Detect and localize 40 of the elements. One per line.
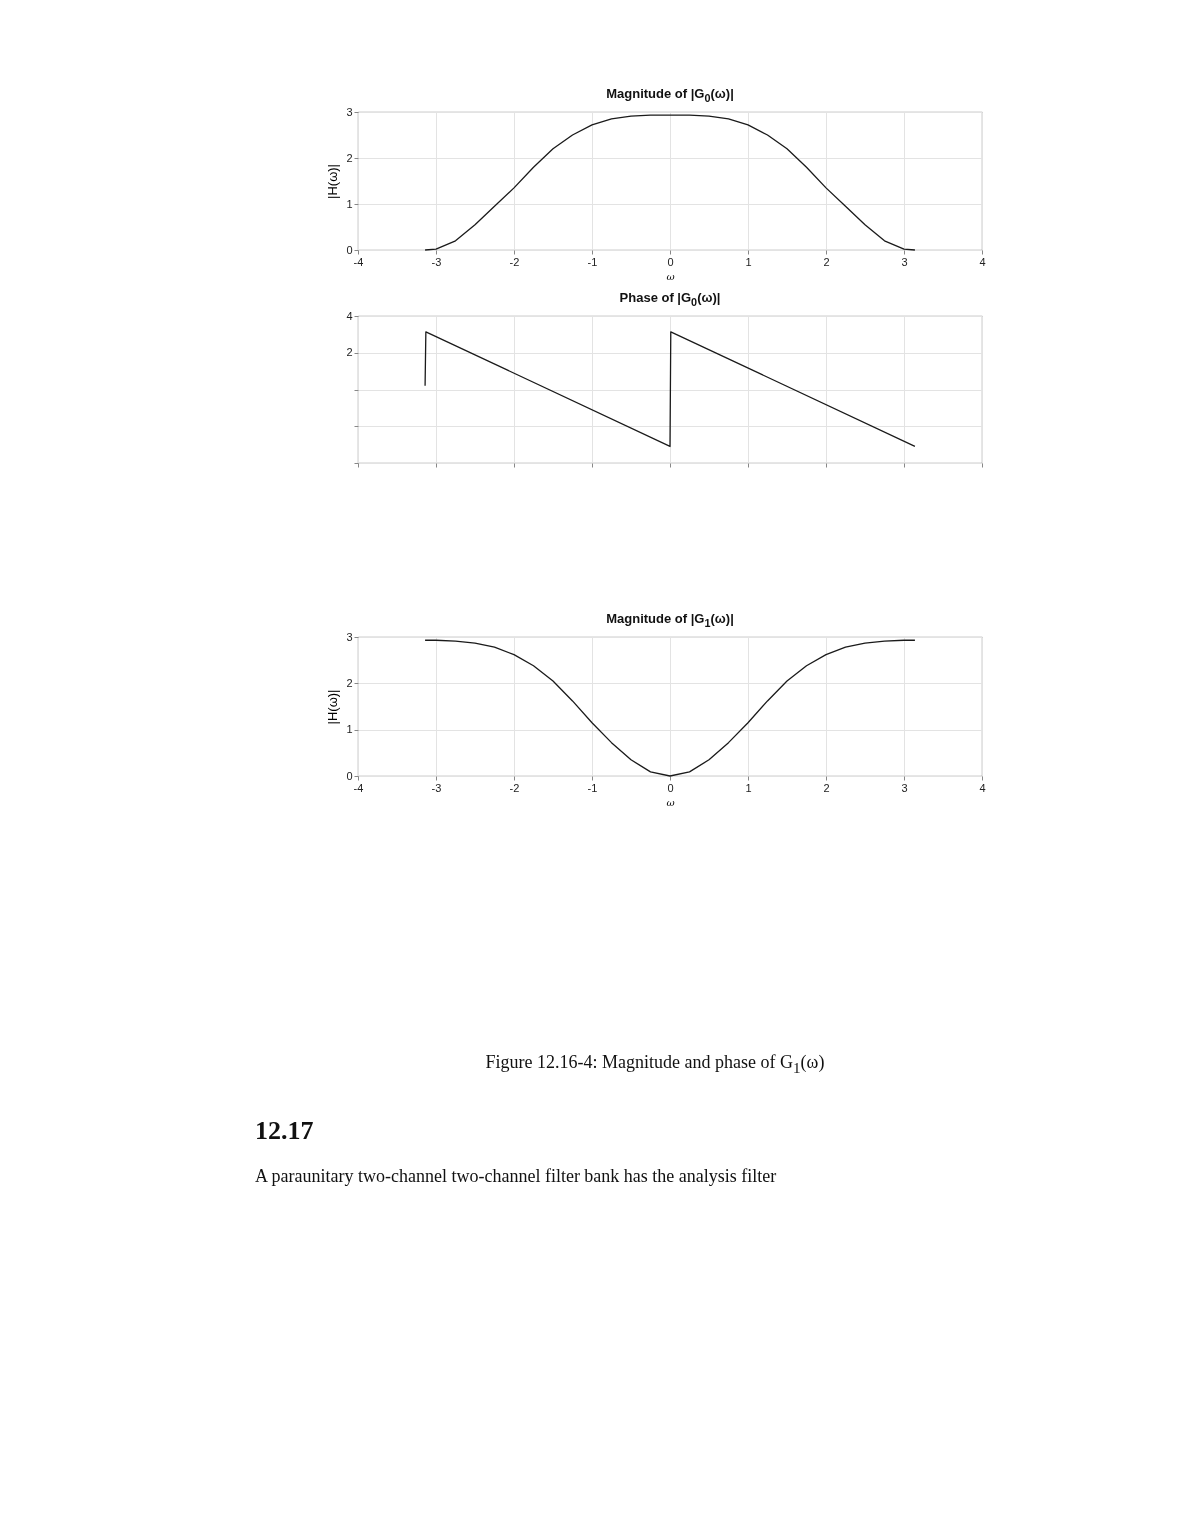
y-tick-label: 2 <box>346 151 353 164</box>
x-tick-label: 2 <box>823 781 830 794</box>
y-tick-label: 1 <box>346 723 353 736</box>
x-tick-label: -1 <box>587 255 598 268</box>
x-tick-label: 4 <box>979 781 986 794</box>
x-tick-label: 3 <box>901 781 908 794</box>
x-axis-title: ω <box>666 796 675 808</box>
chart-title: Magnitude of |G$_{1}$(ω)| <box>605 611 735 629</box>
x-tick-label: 0 <box>667 781 674 794</box>
x-tick-label: 4 <box>979 255 986 268</box>
line-series <box>424 639 916 777</box>
y-axis-title: |H(ω)| <box>325 689 341 725</box>
text: 12.17 <box>255 1116 314 1146</box>
y-axis-title: |H(ω)| <box>325 164 341 199</box>
line-series <box>424 114 916 251</box>
chart-title: Phase of |G$_{0}$(ω)| <box>618 290 722 308</box>
x-tick-label: -4 <box>353 781 364 794</box>
x-tick-label: -1 <box>587 781 598 794</box>
caption: Figure 12.16-4: Magnitude and phase of G$_{1}$(ω) <box>484 1052 826 1077</box>
x-tick-label: -3 <box>431 781 442 794</box>
y-tick-label: 0 <box>346 243 353 256</box>
y-tick-label: 0 <box>346 769 353 782</box>
x-tick-label: -4 <box>353 255 364 268</box>
x-tick-label: 0 <box>667 255 674 268</box>
y-tick-label: 3 <box>346 105 353 118</box>
y-tick-label: 1 <box>346 197 353 210</box>
x-tick-label: 1 <box>745 255 752 268</box>
x-tick-label: 3 <box>901 255 908 268</box>
y-tick-label: 2 <box>346 346 353 359</box>
x-axis-title: ω <box>666 270 675 282</box>
x-tick-label: -2 <box>509 255 520 268</box>
y-tick-label: 2 <box>346 676 353 689</box>
y-tick-label: 3 <box>346 630 353 643</box>
y-tick-label: 4 <box>346 309 353 322</box>
x-tick-label: 2 <box>823 255 830 268</box>
x-tick-label: -2 <box>509 781 520 794</box>
text: A paraunitary two-channel two-channel filter bank has the analysis filter <box>255 1166 777 1187</box>
x-tick-label: -3 <box>431 255 442 268</box>
chart-title: Magnitude of |G$_{0}$(ω)| <box>605 86 735 104</box>
x-tick-label: 1 <box>745 781 752 794</box>
